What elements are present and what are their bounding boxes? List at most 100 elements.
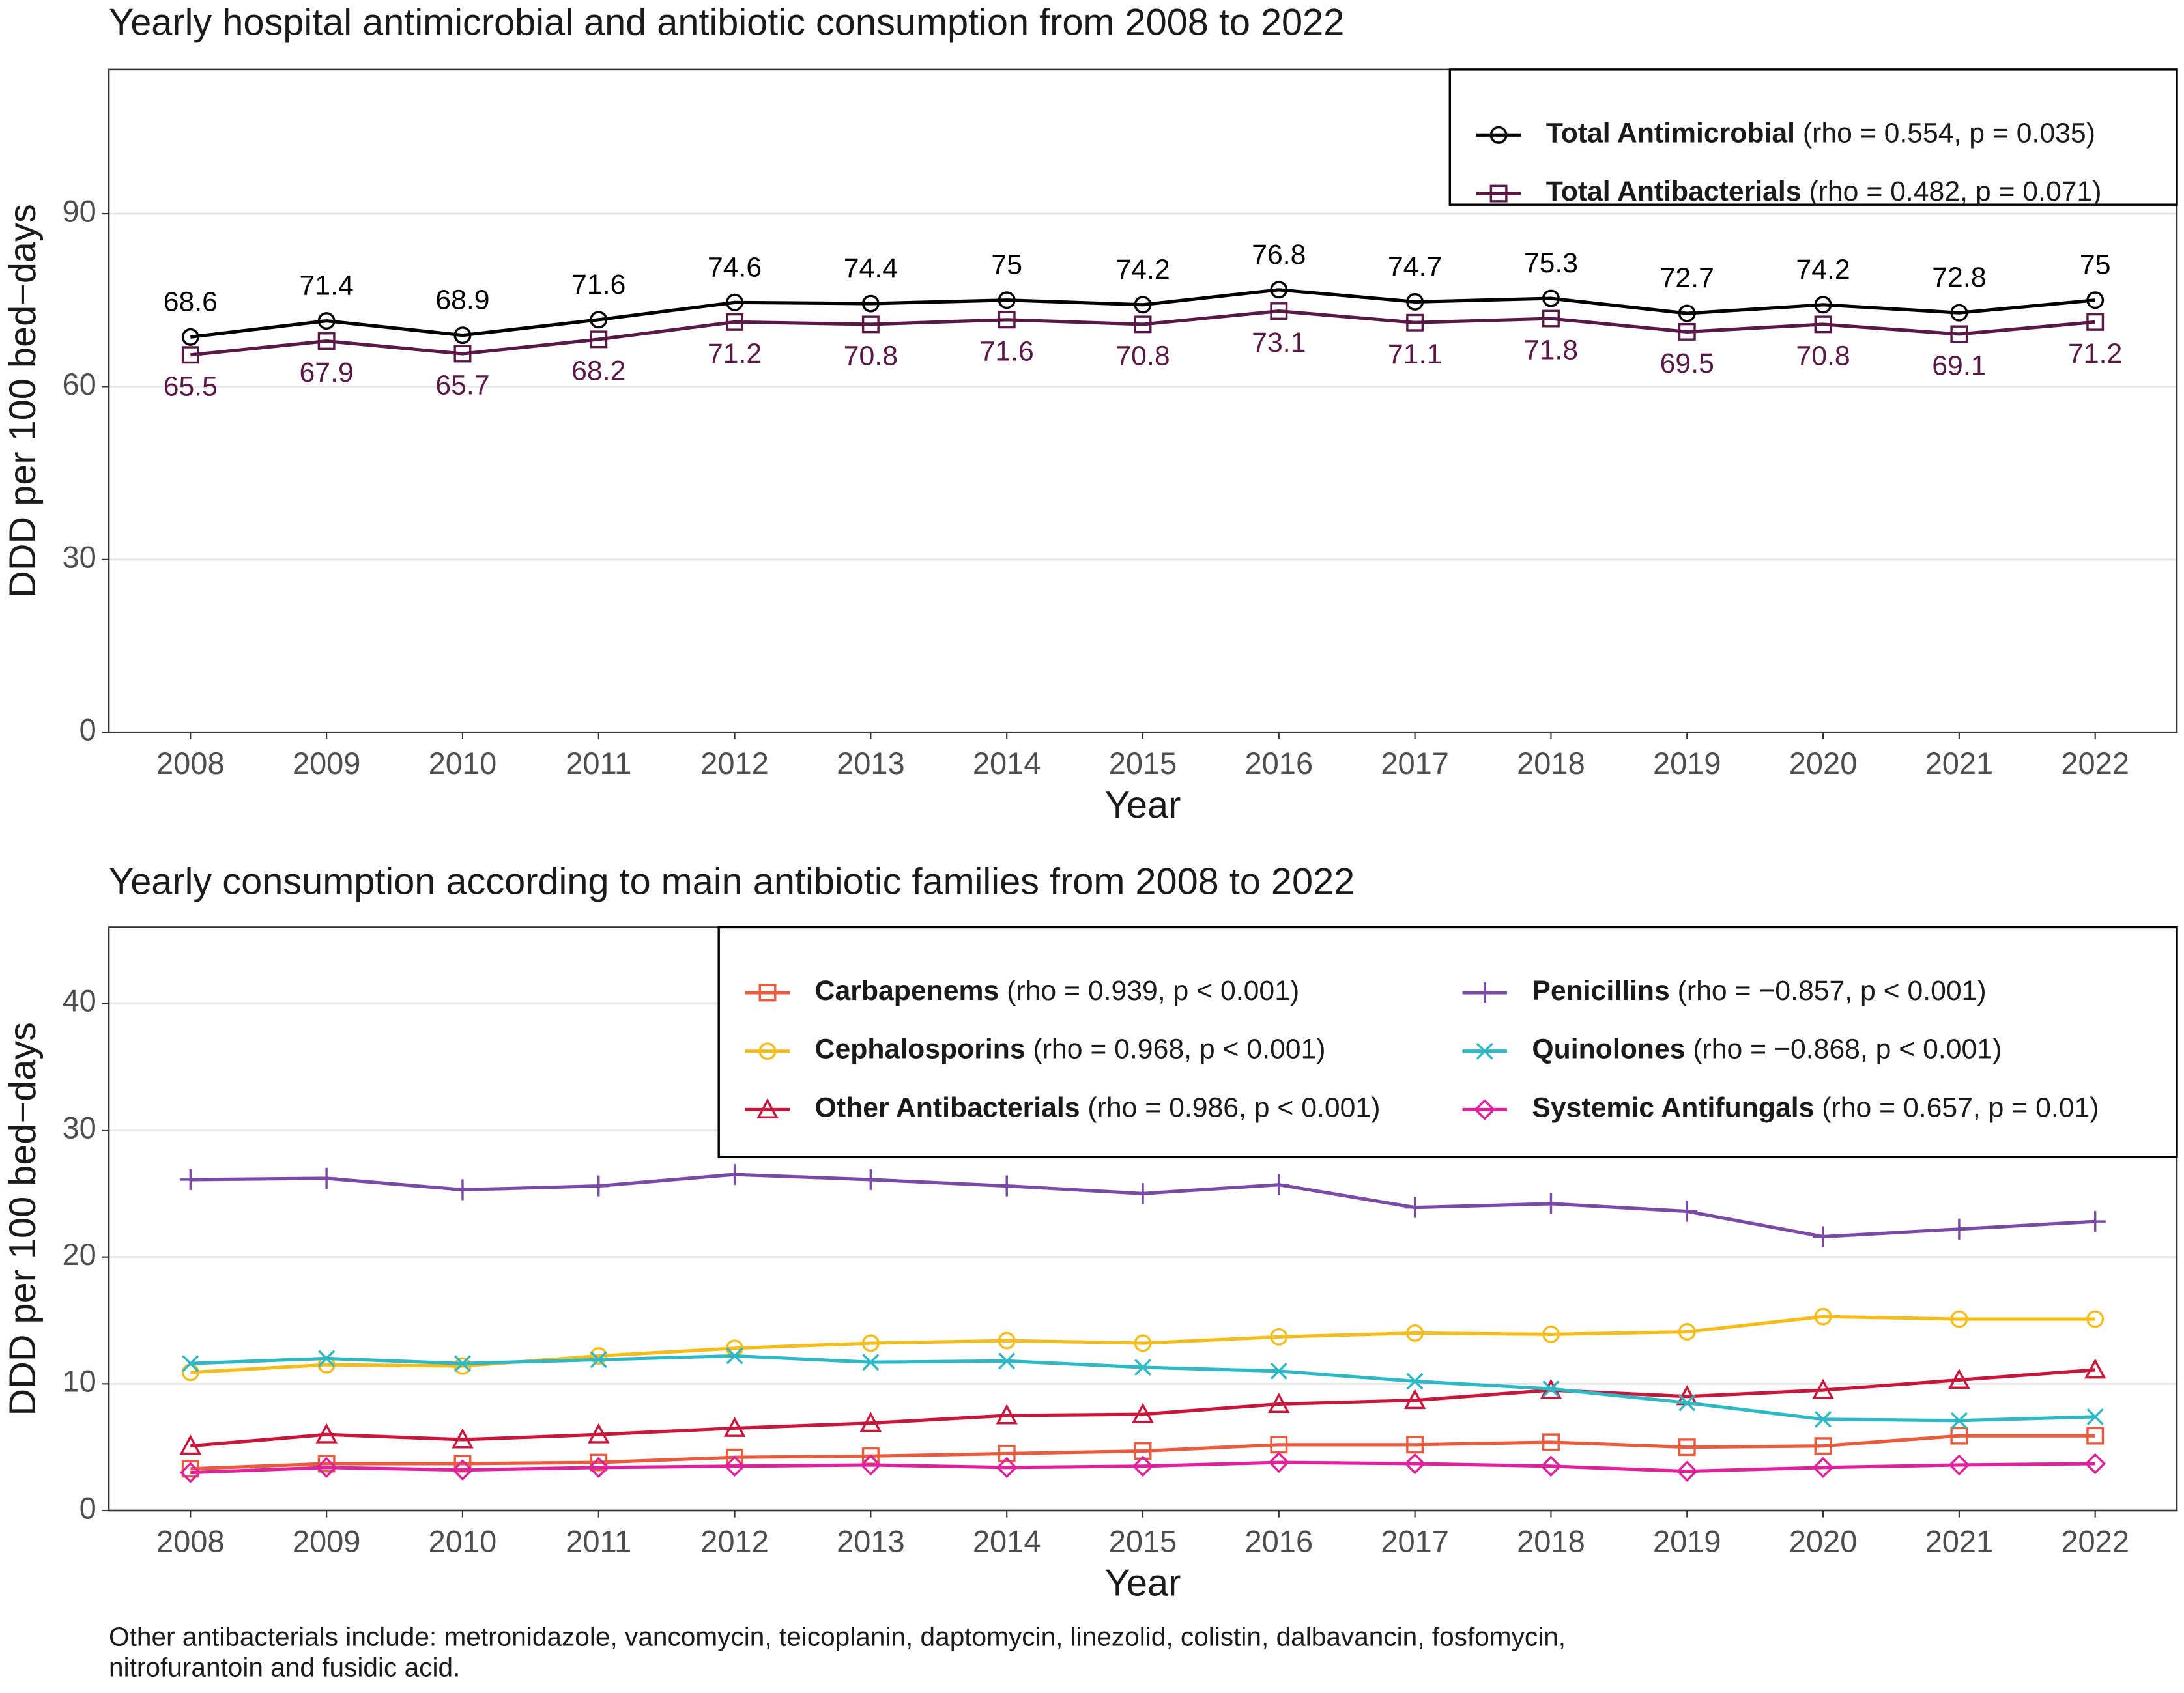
legend-name: Systemic Antifungals [1532, 1092, 1814, 1124]
point [180, 1462, 201, 1483]
data-label: 73.1 [1252, 327, 1306, 358]
data-label: 70.8 [844, 340, 898, 371]
y-tick-label: 30 [63, 539, 96, 574]
point [1406, 1324, 1424, 1342]
data-label: 71.6 [980, 335, 1034, 367]
series-line [190, 1434, 2095, 1471]
x-tick-label: 2012 [700, 746, 769, 780]
point [1540, 1455, 1562, 1477]
y-tick-label: 20 [63, 1237, 96, 1272]
point [723, 1416, 746, 1437]
series-line [190, 288, 2095, 339]
y-axis-title: DDD per 100 bed−days [2, 204, 44, 597]
x-tick-label: 2010 [429, 746, 497, 780]
point [2086, 1427, 2105, 1445]
point [182, 1355, 199, 1373]
point [1676, 1201, 1698, 1222]
data-label: 67.9 [300, 357, 354, 388]
x-tick-label: 2008 [156, 746, 225, 780]
data-label: 68.2 [571, 355, 625, 386]
point [860, 1454, 882, 1476]
legend-name: Carbapenems [815, 975, 999, 1006]
point [1270, 302, 1288, 320]
point [1676, 1460, 1698, 1482]
legend-name: Total Antimicrobial [1546, 118, 1795, 149]
point [590, 311, 608, 329]
point [726, 313, 744, 331]
point [1814, 315, 1832, 334]
x-tick-label: 2019 [1653, 1524, 1721, 1559]
data-label: 70.8 [1115, 340, 1170, 371]
point [996, 1175, 1018, 1197]
point [859, 1412, 882, 1432]
point [1270, 281, 1288, 299]
data-label: 74.6 [708, 251, 762, 283]
point [1132, 1455, 1154, 1477]
data-label: 74.7 [1388, 251, 1442, 282]
point [860, 1169, 882, 1190]
chart-title: Yearly hospital antimicrobial and antibi… [109, 2, 1344, 44]
point [1948, 1218, 1970, 1240]
point [453, 1355, 471, 1373]
point [1950, 325, 1968, 343]
x-tick-label: 2014 [973, 746, 1041, 780]
data-label: 68.9 [435, 285, 489, 316]
legend-name: Penicillins [1532, 975, 1669, 1006]
point [1678, 1323, 1696, 1341]
data-label: 65.5 [164, 371, 218, 402]
legend-box [717, 926, 2178, 1158]
point [1542, 1380, 1560, 1398]
point [1404, 1453, 1426, 1475]
point [1678, 304, 1696, 322]
point [590, 1347, 608, 1365]
point [1404, 1197, 1426, 1218]
legend-name: Other Antibacterials [815, 1092, 1080, 1124]
point [1678, 322, 1696, 341]
legend-marker [1489, 184, 1508, 203]
data-label: 76.8 [1252, 239, 1306, 270]
point [861, 1334, 880, 1352]
point [996, 1457, 1018, 1479]
y-tick-label: 10 [63, 1364, 96, 1399]
x-tick-label: 2017 [1381, 1524, 1449, 1559]
point [588, 1457, 610, 1479]
point [180, 1169, 201, 1190]
legend-marker [1489, 126, 1508, 144]
point [1134, 296, 1152, 314]
x-tick-label: 2021 [1925, 746, 1994, 780]
point [1132, 1183, 1154, 1204]
point [1542, 289, 1560, 307]
point [724, 1455, 745, 1477]
point [179, 1434, 202, 1455]
point [1950, 1427, 1968, 1445]
x-tick-label: 2021 [1925, 1524, 1994, 1559]
point [1814, 1437, 1832, 1455]
point [590, 1453, 608, 1472]
y-tick-label: 40 [63, 984, 96, 1018]
legend-entry: Other Antibacterials (rho = 0.986, p < 0… [815, 1092, 1381, 1124]
point [317, 312, 336, 330]
point [1813, 1226, 1834, 1247]
legend-box [1448, 68, 2178, 206]
point [588, 1423, 610, 1444]
point [1814, 296, 1832, 314]
point [998, 1444, 1016, 1462]
x-tick-label: 2013 [837, 746, 905, 780]
x-tick-label: 2016 [1245, 1524, 1314, 1559]
point [862, 1354, 880, 1371]
data-label: 69.5 [1660, 348, 1714, 379]
legend-name: Quinolones [1532, 1034, 1685, 1065]
point [1134, 1359, 1151, 1376]
point [1948, 1369, 1970, 1389]
point [1814, 1307, 1832, 1326]
x-tick-label: 2022 [2061, 746, 2129, 780]
point [861, 315, 880, 334]
legend-marker [756, 1098, 779, 1118]
point [1270, 1328, 1288, 1346]
legend-marker [758, 984, 777, 1002]
point [2086, 313, 2105, 331]
legend-name: Total Antibacterials [1546, 176, 1802, 207]
point [1815, 1410, 1832, 1428]
point [1948, 1454, 1970, 1476]
legend-entry: Quinolones (rho = −0.868, p < 0.001) [1532, 1034, 2002, 1065]
